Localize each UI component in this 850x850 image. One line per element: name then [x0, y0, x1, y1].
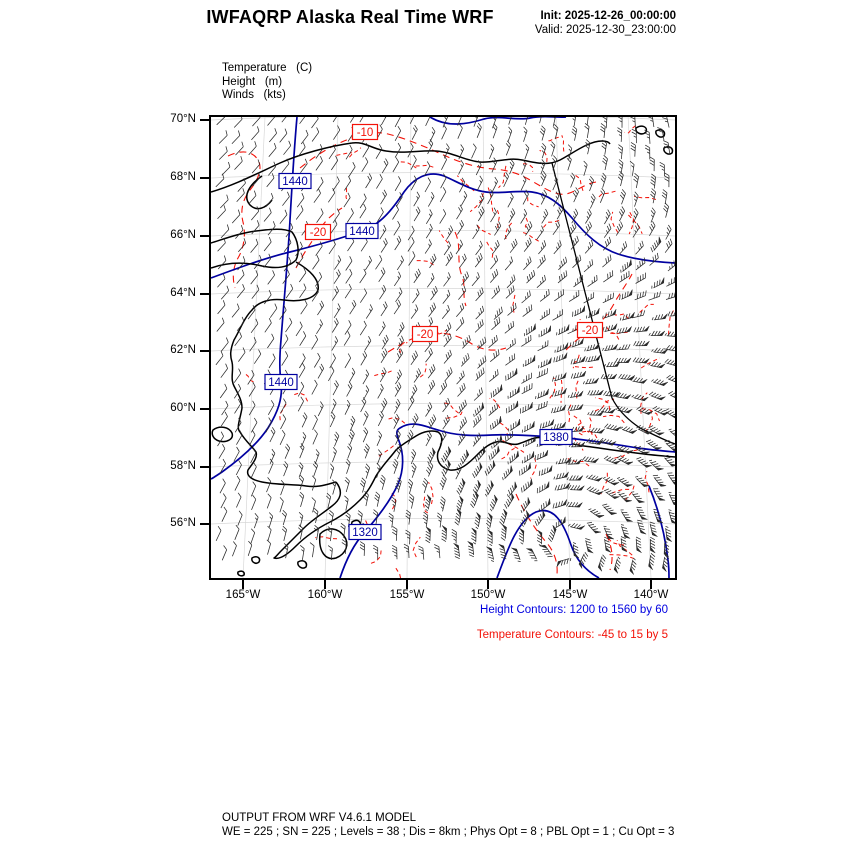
lon-label: 150°W [470, 589, 506, 601]
ne-corner-islands [635, 125, 674, 155]
coastline [211, 125, 675, 577]
model-output-line: OUTPUT FROM WRF V4.6.1 MODEL [222, 812, 417, 824]
svg-text:-20: -20 [417, 329, 434, 341]
height-contour-1440-east [211, 173, 675, 279]
lat-tick [200, 293, 209, 295]
lat-tick [200, 408, 209, 410]
map-frame: 1440 1440 1440 1380 1320 -10 -20 -20 -20 [209, 115, 677, 580]
lon-label: 140°W [633, 589, 669, 601]
temp-contour-label: -10 [351, 123, 379, 141]
svg-text:1440: 1440 [268, 377, 294, 389]
lon-tick [242, 580, 244, 589]
legend-winds: Winds (kts) [222, 89, 286, 101]
height-contour-top [429, 117, 567, 125]
lat-label: 60°N [170, 402, 196, 414]
plot-title: IWFAQRP Alaska Real Time WRF [206, 7, 494, 27]
lat-tick [200, 177, 209, 179]
seward-peninsula [211, 228, 299, 269]
lon-label: 160°W [307, 589, 343, 601]
kodiak-island [318, 528, 348, 560]
lat-tick [200, 466, 209, 468]
height-contour-label: 1440 [278, 172, 312, 190]
lat-label: 56°N [170, 517, 196, 529]
lat-tick [200, 350, 209, 352]
svg-text:1440: 1440 [282, 176, 308, 188]
field-legend: Temperature (C) Height (m) Winds (kts) [222, 62, 312, 103]
footnote-height-contours: Height Contours: 1200 to 1560 by 60 [480, 604, 668, 616]
svg-text:-20: -20 [582, 325, 599, 337]
lat-label: 62°N [170, 344, 196, 356]
lat-label: 58°N [170, 460, 196, 472]
arctic-coast [211, 140, 611, 193]
svg-text:1380: 1380 [543, 432, 569, 444]
height-contour-label: 1380 [539, 428, 573, 446]
svg-text:-20: -20 [310, 227, 327, 239]
model-info: OUTPUT FROM WRF V4.6.1 MODEL WE = 225 ; … [222, 812, 674, 839]
svg-text:1440: 1440 [349, 226, 375, 238]
height-contour-label: 1440 [264, 373, 298, 391]
height-contour-1320-trough [496, 509, 600, 578]
canada-border [551, 162, 675, 445]
legend-height: Height (m) [222, 75, 283, 88]
lon-tick [406, 580, 408, 589]
lon-tick [487, 580, 489, 589]
map-svg: 1440 1440 1440 1380 1320 -10 -20 -20 -20 [211, 117, 675, 578]
init-timestamp: Init: 2025-12-26_00:00:00 [540, 10, 676, 22]
lat-label: 68°N [170, 171, 196, 183]
lon-tick [569, 580, 571, 589]
lon-label: 165°W [225, 589, 261, 601]
lon-tick [324, 580, 326, 589]
height-contour-label: 1320 [348, 523, 382, 541]
svg-text:1320: 1320 [352, 527, 378, 539]
nunivak-island [211, 426, 234, 443]
small-islands [237, 556, 308, 577]
lat-tick [200, 119, 209, 121]
valid-timestamp: Valid: 2025-12-30_23:00:00 [534, 24, 676, 36]
temp-contour [605, 533, 613, 571]
temp-contour [299, 132, 597, 195]
wind-barbs [215, 117, 675, 575]
temp-contour-label: -20 [304, 223, 332, 241]
model-params-line: WE = 225 ; SN = 225 ; Levels = 38 ; Dis … [222, 825, 675, 838]
lon-label: 145°W [552, 589, 588, 601]
lat-label: 70°N [170, 113, 196, 125]
footnote-temperature-contours: Temperature Contours: -45 to 15 by 5 [476, 629, 668, 641]
temperature-contour-fragments [244, 125, 675, 578]
temp-contour-label: -20 [411, 325, 439, 343]
kotzebue-sound [246, 175, 273, 210]
svg-text:-10: -10 [357, 127, 374, 139]
lat-tick [200, 235, 209, 237]
temp-contour-label: -20 [576, 321, 604, 339]
lon-label: 155°W [389, 589, 425, 601]
west-coast [229, 261, 337, 488]
temp-contour [454, 231, 467, 307]
run-timestamps: Init: 2025-12-26_00:00:00 Valid: 2025-12… [535, 9, 676, 37]
lat-tick [200, 523, 209, 525]
lon-tick [650, 580, 652, 589]
height-contour-gulf-east [648, 485, 670, 578]
lat-label: 66°N [170, 229, 196, 241]
height-contour-label: 1440 [345, 222, 379, 240]
temp-contour [387, 332, 507, 353]
contour-labels: 1440 1440 1440 1380 1320 -10 -20 -20 -20 [264, 123, 604, 541]
legend-temperature: Temperature (C) [222, 62, 313, 74]
height-contour-1380 [339, 423, 675, 578]
temp-contour [227, 151, 261, 289]
lat-label: 64°N [170, 287, 196, 299]
alaska-peninsula [273, 430, 675, 560]
